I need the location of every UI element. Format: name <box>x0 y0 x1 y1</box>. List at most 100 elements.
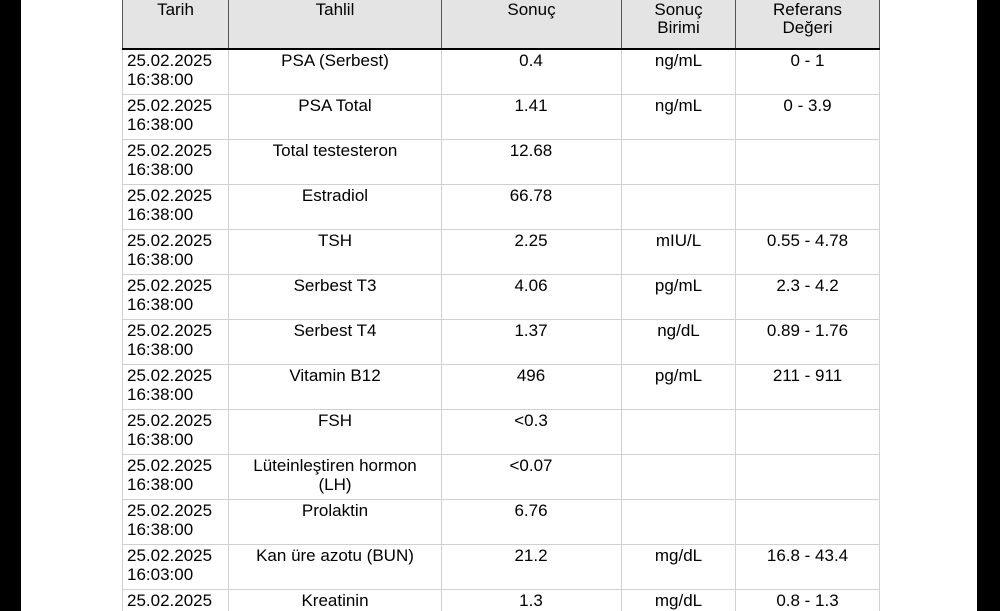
cell-reference <box>735 453 880 500</box>
header-unit: Sonuç Birimi <box>621 0 736 50</box>
cell-reference: 2.3 - 4.2 <box>735 273 880 320</box>
header-unit-line2: Birimi <box>657 18 700 37</box>
cell-result: 66.78 <box>441 183 622 230</box>
header-ref-line2: Değeri <box>782 18 833 37</box>
cell-date: 25.02.2025 16:03:00 <box>122 543 229 590</box>
cell-date: 25.02.2025 16:38:00 <box>122 228 229 275</box>
cell-test: PSA (Serbest) <box>228 48 442 95</box>
cell-test: Serbest T3 <box>228 273 442 320</box>
cell-result: 4.06 <box>441 273 622 320</box>
cell-unit: pg/mL <box>621 363 736 410</box>
cell-test: Prolaktin <box>228 498 442 545</box>
report-page: Tarih Tahlil Sonuç Sonuç Birimi Referans… <box>21 0 977 611</box>
date-value: 25.02.2025 <box>127 545 213 565</box>
cell-unit: ng/mL <box>621 48 736 95</box>
cell-reference: 211 - 911 <box>735 363 880 410</box>
cell-test: Kan üre azotu (BUN) <box>228 543 442 590</box>
cell-unit <box>621 183 736 230</box>
table-row: 25.02.2025 16:38:00 PSA Total 1.41 ng/mL 0 - … <box>122 93 880 140</box>
table-header-row: Tarih Tahlil Sonuç Sonuç Birimi Referans… <box>122 0 880 50</box>
cell-reference <box>735 498 880 545</box>
cell-date: 25.02.2025 16:38:00 <box>122 138 229 185</box>
table-row: 25.02.2025 16:38:00 Total testesteron 12.68 <box>122 138 880 185</box>
cell-reference <box>735 183 880 230</box>
date-value: 25.02.2025 <box>127 410 213 430</box>
cell-date: 25.02.2025 16:38:00 <box>122 453 229 500</box>
cell-test: Total testesteron <box>228 138 442 185</box>
time-value: 16:03:00 <box>127 564 194 584</box>
cell-reference: 0.8 - 1.3 <box>735 588 880 611</box>
cell-date: 25.02.2025 16:38:00 <box>122 408 229 455</box>
table-row: 25.02.2025 Kreatinin 1.3 mg/dL 0.8 - 1.3 <box>122 588 880 611</box>
cell-reference: 0 - 1 <box>735 48 880 95</box>
cell-result: 0.4 <box>441 48 622 95</box>
time-value: 16:38:00 <box>127 204 194 224</box>
time-value: 16:38:00 <box>127 519 194 539</box>
cell-date: 25.02.2025 16:38:00 <box>122 48 229 95</box>
date-value: 25.02.2025 <box>127 455 213 475</box>
cell-test: TSH <box>228 228 442 275</box>
header-ref-line1: Referans <box>773 0 842 19</box>
cell-date: 25.02.2025 16:38:00 <box>122 273 229 320</box>
table-row: 25.02.2025 16:38:00 Serbest T3 4.06 pg/mL 2.3… <box>122 273 880 320</box>
cell-test: Lüteinleştiren hormon (LH) <box>228 453 442 500</box>
time-value: 16:38:00 <box>127 159 194 179</box>
cell-date: 25.02.2025 16:38:00 <box>122 183 229 230</box>
cell-reference: 0.89 - 1.76 <box>735 318 880 365</box>
cell-reference: 0 - 3.9 <box>735 93 880 140</box>
cell-test: Estradiol <box>228 183 442 230</box>
cell-result: 2.25 <box>441 228 622 275</box>
time-value: 16:38:00 <box>127 70 194 89</box>
time-value: 16:38:00 <box>127 294 194 314</box>
header-reference: Referans Değeri <box>735 0 880 50</box>
header-date: Tarih <box>122 0 229 50</box>
date-value: 25.02.2025 <box>127 95 213 115</box>
cell-unit: mIU/L <box>621 228 736 275</box>
cell-test: PSA Total <box>228 93 442 140</box>
cell-date: 25.02.2025 16:38:00 <box>122 93 229 140</box>
cell-result: 12.68 <box>441 138 622 185</box>
date-value: 25.02.2025 <box>127 230 213 250</box>
time-value: 16:38:00 <box>127 339 194 359</box>
time-value: 16:38:00 <box>127 249 194 269</box>
cell-unit <box>621 453 736 500</box>
date-value: 25.02.2025 <box>127 140 213 160</box>
cell-result: 496 <box>441 363 622 410</box>
cell-unit <box>621 408 736 455</box>
cell-reference <box>735 138 880 185</box>
cell-reference <box>735 408 880 455</box>
table-row: 25.02.2025 16:38:00 Prolaktin 6.76 <box>122 498 880 545</box>
cell-reference: 0.55 - 4.78 <box>735 228 880 275</box>
cell-result: 1.41 <box>441 93 622 140</box>
lab-results-table: Tarih Tahlil Sonuç Sonuç Birimi Referans… <box>122 0 880 611</box>
date-value: 25.02.2025 <box>127 590 213 610</box>
cell-result: 21.2 <box>441 543 622 590</box>
header-test: Tahlil <box>228 0 442 50</box>
cell-reference: 16.8 - 43.4 <box>735 543 880 590</box>
cell-date: 25.02.2025 16:38:00 <box>122 318 229 365</box>
cell-test: Kreatinin <box>228 588 442 611</box>
cell-result: 1.3 <box>441 588 622 611</box>
cell-unit: mg/dL <box>621 543 736 590</box>
header-result: Sonuç <box>441 0 622 50</box>
cell-unit <box>621 498 736 545</box>
table-row: 25.02.2025 16:38:00 Estradiol 66.78 <box>122 183 880 230</box>
cell-result: <0.3 <box>441 408 622 455</box>
table-body: 25.02.2025 16:38:00 PSA (Serbest) 0.4 ng/mL 0… <box>122 48 880 611</box>
table-row: 25.02.2025 16:38:00 TSH 2.25 mIU/L 0.55 - 4.7… <box>122 228 880 275</box>
cell-result: 1.37 <box>441 318 622 365</box>
table-row: 25.02.2025 16:03:00 Kan üre azotu (BUN) 21.… <box>122 543 880 590</box>
date-value: 25.02.2025 <box>127 500 213 520</box>
header-unit-line1: Sonuç <box>654 0 703 19</box>
cell-date: 25.02.2025 16:38:00 <box>122 363 229 410</box>
cell-test: FSH <box>228 408 442 455</box>
cell-unit: pg/mL <box>621 273 736 320</box>
cell-test: Vitamin B12 <box>228 363 442 410</box>
time-value: 16:38:00 <box>127 114 194 134</box>
cell-result: 6.76 <box>441 498 622 545</box>
table-row: 25.02.2025 16:38:00 Serbest T4 1.37 ng/dL 0.8… <box>122 318 880 365</box>
cell-unit: mg/dL <box>621 588 736 611</box>
date-value: 25.02.2025 <box>127 275 213 295</box>
cell-unit: ng/mL <box>621 93 736 140</box>
cell-unit <box>621 138 736 185</box>
